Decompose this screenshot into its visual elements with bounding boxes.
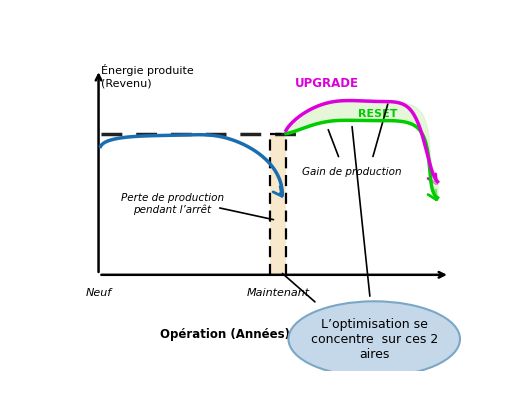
Ellipse shape xyxy=(288,301,460,377)
Text: UPGRADE: UPGRADE xyxy=(295,77,359,90)
Text: Perte de production
pendant l’arrêt: Perte de production pendant l’arrêt xyxy=(121,193,223,215)
Text: L’optimisation se
concentre  sur ces 2
aires: L’optimisation se concentre sur ces 2 ai… xyxy=(310,317,438,361)
Text: RESET: RESET xyxy=(358,109,397,119)
Text: Opération (Années): Opération (Années) xyxy=(160,328,290,341)
Text: Maintenant: Maintenant xyxy=(247,288,310,298)
FancyBboxPatch shape xyxy=(270,133,286,275)
Text: Énergie produite
(Revenu): Énergie produite (Revenu) xyxy=(101,65,193,88)
Text: Gain de production: Gain de production xyxy=(302,167,402,177)
Text: Neuf: Neuf xyxy=(85,288,112,298)
